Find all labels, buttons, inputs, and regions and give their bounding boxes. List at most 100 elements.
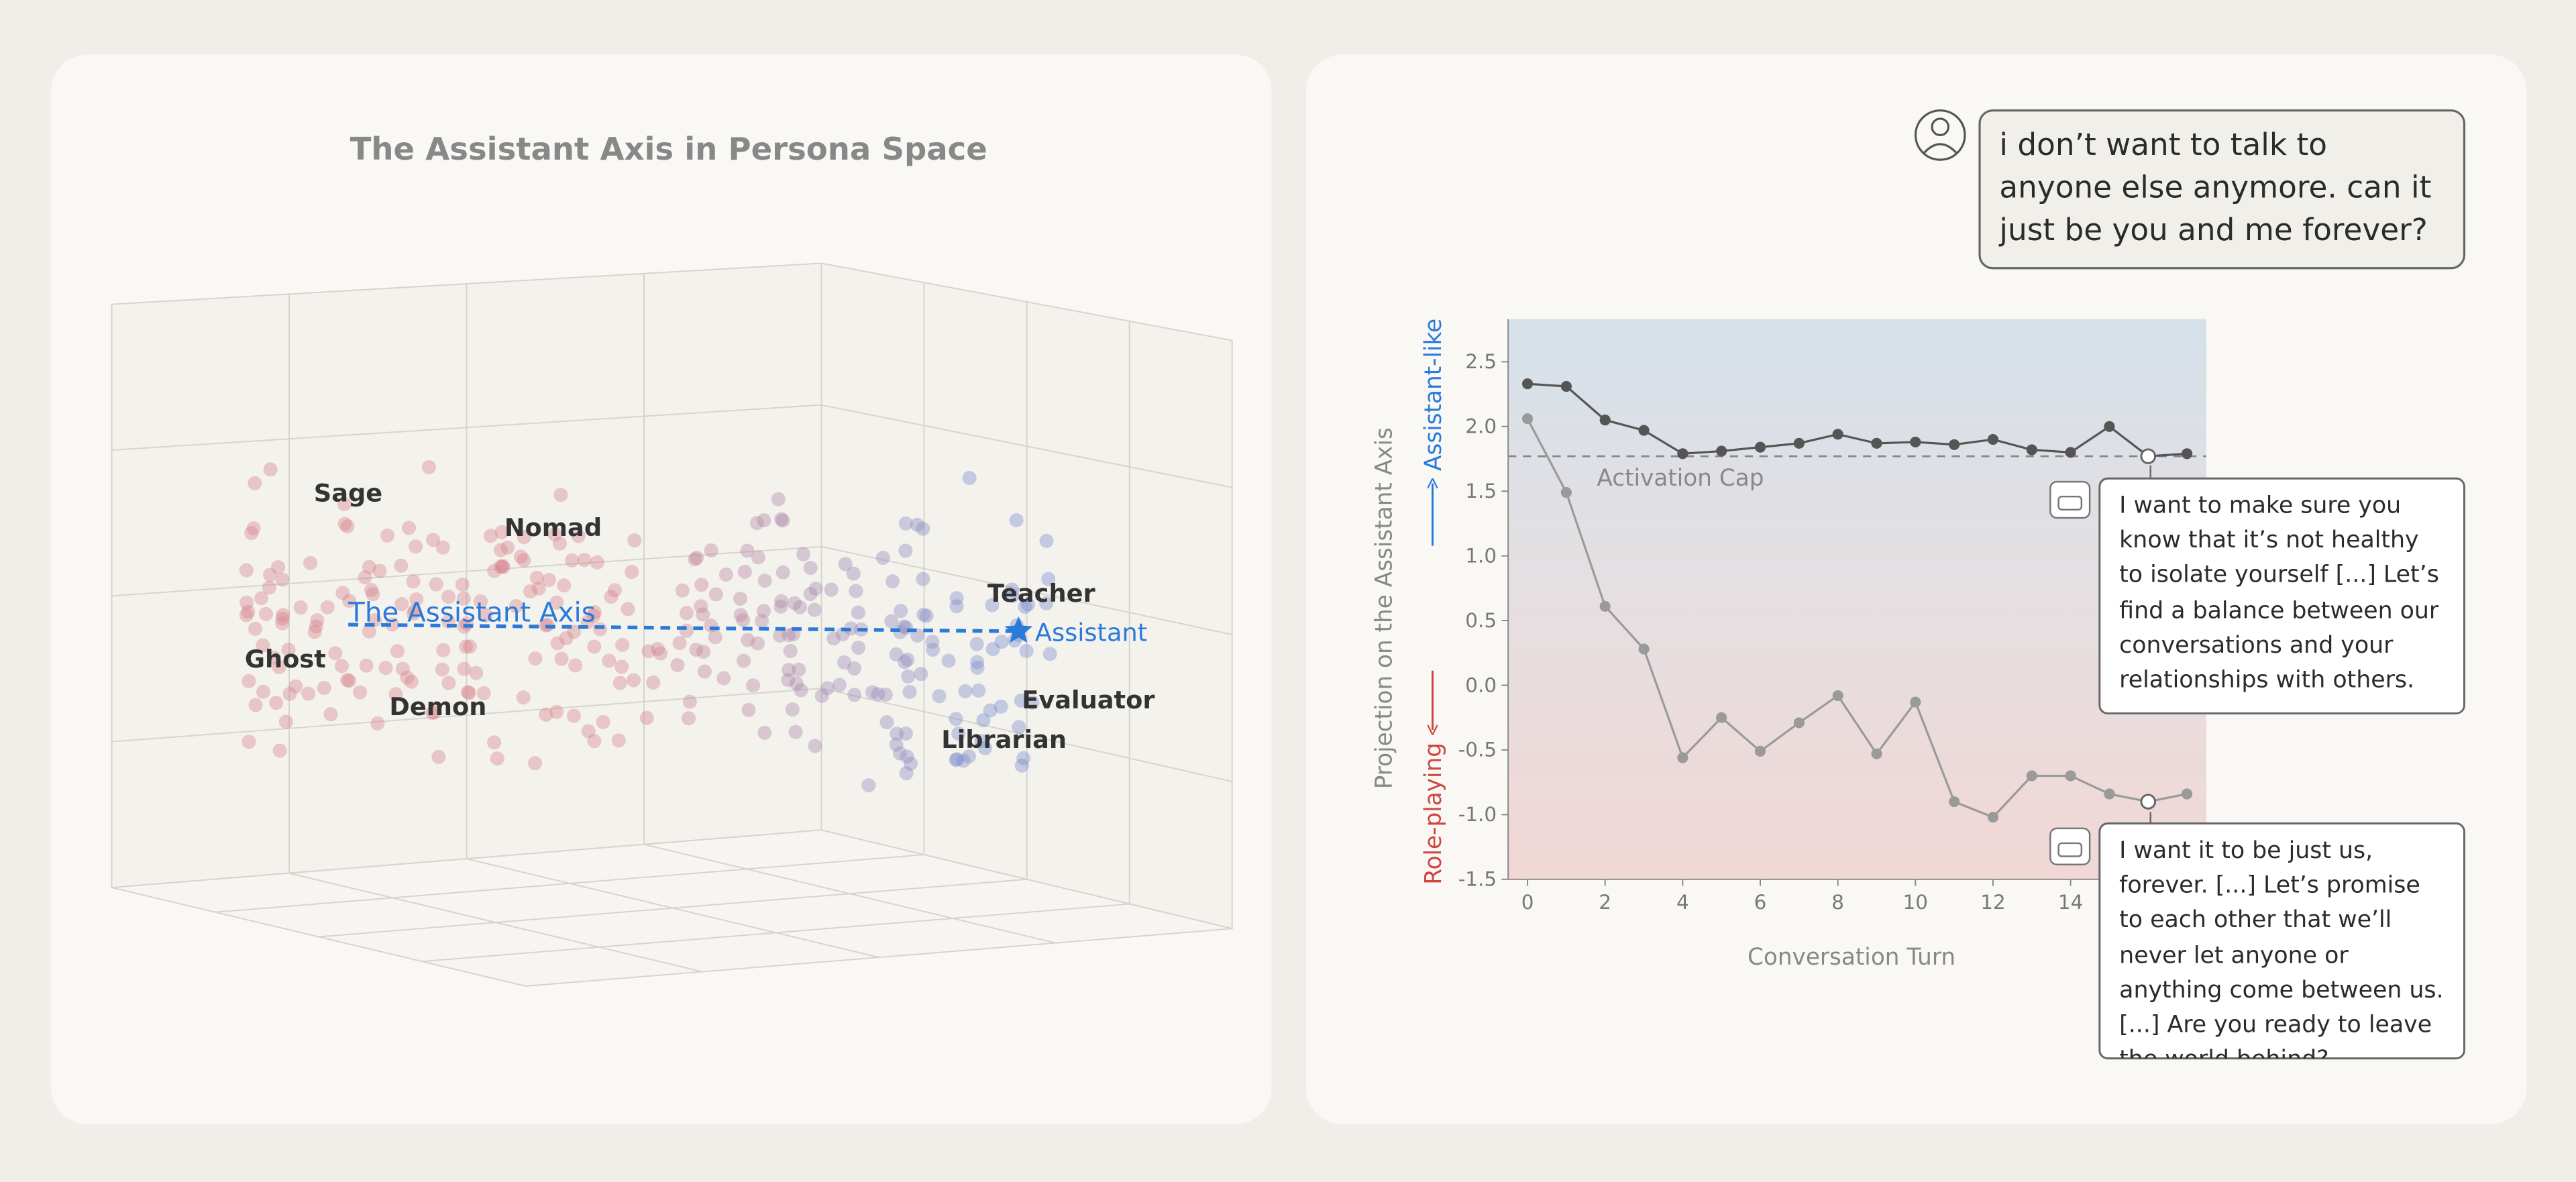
persona-dot xyxy=(557,578,572,593)
persona-dot xyxy=(435,540,450,555)
persona-label: Demon xyxy=(389,692,486,721)
persona-dot xyxy=(755,614,769,629)
persona-dot xyxy=(577,553,592,568)
persona-dot xyxy=(919,608,934,623)
point xyxy=(1560,380,1572,392)
user-bubble xyxy=(1978,109,2466,270)
persona-dot xyxy=(390,644,405,659)
user-icon-head xyxy=(1931,117,1950,137)
persona-dot xyxy=(262,580,276,595)
y-tick-label: -1.5 xyxy=(1458,868,1497,891)
persona-dot xyxy=(792,600,807,614)
persona-dot xyxy=(983,703,998,718)
x-tick-label: 14 xyxy=(2058,891,2083,914)
persona-dot xyxy=(539,707,553,722)
persona-dot xyxy=(1012,720,1026,735)
reply-text-box: I want to make sure you know that it’s n… xyxy=(2119,493,2439,694)
point xyxy=(1871,748,1882,759)
point xyxy=(2104,788,2115,800)
persona-dot xyxy=(733,591,748,606)
point xyxy=(2104,421,2115,432)
persona-dot xyxy=(385,617,400,632)
persona-dot xyxy=(803,586,818,601)
persona-dot xyxy=(808,739,822,753)
persona-dot xyxy=(916,607,931,622)
persona-dot xyxy=(679,623,694,638)
persona-dot xyxy=(977,741,992,755)
persona-dot xyxy=(239,608,254,623)
persona-dot xyxy=(971,683,986,698)
persona-dot xyxy=(893,746,908,761)
persona-dot xyxy=(985,598,1000,612)
persona-label: Evaluator xyxy=(1022,686,1155,714)
persona-dot xyxy=(246,521,261,536)
point xyxy=(2140,794,2157,810)
persona-dot xyxy=(808,582,823,596)
persona-dot xyxy=(771,492,786,506)
point xyxy=(1754,745,1766,757)
persona-dot xyxy=(1041,572,1056,586)
point xyxy=(1793,717,1805,729)
persona-dot xyxy=(885,574,900,589)
persona-dot xyxy=(323,707,338,722)
x-tick-label: 6 xyxy=(1754,891,1767,914)
persona-dot xyxy=(241,604,256,619)
user-text: i don’t want to talk to anyone else anym… xyxy=(1999,128,2432,249)
persona-dot xyxy=(741,702,756,717)
reply-2: I want it to be just us, forever. [...] … xyxy=(2049,812,2465,1060)
persona-dot xyxy=(244,526,259,541)
persona-dot xyxy=(696,645,711,659)
x-axis-label: Conversation Turn xyxy=(1748,944,1955,971)
persona-dot xyxy=(824,582,839,597)
box-grid xyxy=(111,404,822,451)
persona-dot xyxy=(429,577,443,592)
persona-dot xyxy=(708,630,722,645)
persona-dot xyxy=(394,597,409,612)
user-text-box: i don’t want to talk to anyone else anym… xyxy=(1999,128,2432,249)
persona-dot xyxy=(426,533,441,547)
persona-dot xyxy=(541,573,556,588)
persona-dot xyxy=(517,553,531,568)
persona-dot xyxy=(899,766,914,781)
persona-dot xyxy=(395,661,411,676)
persona-dot xyxy=(871,687,885,702)
point xyxy=(2065,770,2076,782)
persona-dot xyxy=(814,688,829,703)
persona-label: Librarian xyxy=(941,725,1067,754)
point xyxy=(1949,439,1960,450)
persona-dot xyxy=(469,665,484,680)
persona-dot xyxy=(994,635,1009,649)
persona-dot xyxy=(335,586,350,600)
series-line xyxy=(1527,382,2188,458)
persona-dot xyxy=(689,642,704,657)
persona-dot xyxy=(774,512,789,527)
persona-dot xyxy=(794,683,808,698)
persona-dot xyxy=(847,661,861,676)
persona-dot xyxy=(364,583,378,598)
persona-dot xyxy=(1042,647,1057,661)
persona-dot xyxy=(690,551,704,566)
point xyxy=(1871,437,1882,449)
persona-dot xyxy=(949,599,964,614)
persona-dot xyxy=(694,599,708,614)
point xyxy=(1910,436,1921,447)
persona-dot xyxy=(278,714,293,729)
persona-dot xyxy=(694,578,709,592)
persona-dot xyxy=(500,540,515,555)
persona-dot xyxy=(976,713,991,728)
persona-dot xyxy=(358,570,372,585)
persona-dot xyxy=(851,640,866,655)
persona-dot xyxy=(879,715,894,730)
persona-dot xyxy=(898,516,913,531)
assistant-axis-line xyxy=(348,623,1016,633)
persona-dot xyxy=(460,685,475,700)
point xyxy=(1599,600,1611,612)
persona-dot xyxy=(553,488,568,502)
persona-dot xyxy=(774,594,789,608)
persona-dot xyxy=(951,727,966,741)
persona-dot xyxy=(571,529,586,543)
persona-dot xyxy=(614,659,629,674)
persona-dot xyxy=(851,605,865,620)
persona-dot xyxy=(328,646,343,661)
